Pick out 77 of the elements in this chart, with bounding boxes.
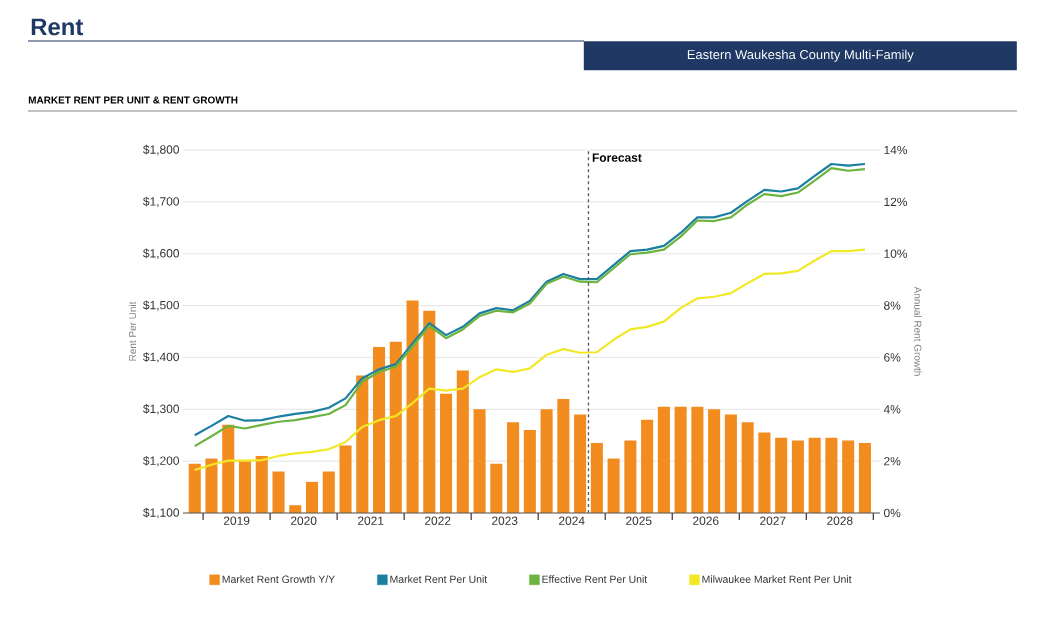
x-tick-label: 2020 [290,516,317,525]
bar [322,471,335,513]
bar [255,455,268,513]
bar [222,424,235,513]
legend-label: Milwaukee Market Rent Per Unit [702,575,852,583]
y-tick-label: $1,500 [143,300,180,311]
x-tick-label: 2024 [559,516,585,525]
y-tick-label: $1,400 [143,352,180,363]
bar [238,461,252,513]
y-tick-label: $1,600 [143,248,180,259]
legend-label: Effective Rent Per Unit [542,575,648,583]
bar [373,347,386,513]
y-tick-label: $1,200 [143,455,180,467]
chart-subtitle: Eastern Waukesha County Multi-Family [687,49,914,62]
y2-tick-label: 6% [884,353,901,362]
bar [674,406,687,513]
y2-tick-label: 2% [884,456,901,466]
bar [691,406,704,513]
bar [389,341,402,513]
bar [708,409,721,513]
bar [657,406,670,513]
legend-label: Market Rent Per Unit [390,575,488,583]
bar [741,422,754,513]
bar [858,442,871,513]
bar [641,419,654,513]
bar [590,442,603,513]
bar [624,440,637,513]
bar [205,458,218,513]
line-series [193,248,867,472]
bar [842,440,855,513]
bar [540,409,553,513]
y-tick-label: $1,100 [143,507,180,519]
bar [557,398,570,513]
y2-tick-label: 0% [884,508,901,518]
x-tick-label: 2026 [693,516,719,525]
bar [423,310,436,513]
bar [724,414,737,513]
bar [305,481,319,513]
bar [440,393,453,513]
y-tick-label: $1,800 [143,144,180,156]
chart-title: Rent [31,18,84,36]
y2-tick-label: 4% [883,405,901,414]
x-tick-label: 2019 [223,516,250,525]
y2-tick-label: 14% [884,145,908,155]
text: MARKET RENT PER UNIT & RENT GROWTH [28,96,238,104]
y2-axis-title: Annual Rent Growth [914,286,922,376]
x-tick-label: 2022 [424,516,451,525]
y2-tick-label: 8% [884,301,901,310]
bar [758,432,771,513]
bar [775,437,788,513]
y-tick-label: $1,300 [143,404,180,415]
bar [272,471,285,513]
x-tick-label: 2021 [357,516,384,525]
x-tick-label: 2025 [626,516,652,525]
bar [825,437,838,513]
bar [456,370,469,513]
bar [523,430,536,513]
y2-tick-label: 10% [884,249,908,258]
legend-label: Market Rent Growth Y/Y [222,575,335,583]
x-tick-label: 2027 [760,516,786,525]
bar [791,440,804,513]
bar [356,375,369,513]
bar [574,414,587,513]
bar [406,300,419,513]
y-axis-title: Rent Per Unit [128,301,137,361]
bar [507,422,520,513]
y2-tick-label: 12% [884,197,908,207]
bar [188,463,201,513]
x-tick-label: 2023 [491,516,518,525]
bar [339,445,352,513]
bar [473,409,486,513]
y-tick-label: $1,700 [143,196,180,208]
bar [607,458,620,513]
bar [808,437,821,513]
ref-line-label: Forecast [592,153,642,162]
x-tick-label: 2028 [827,516,853,525]
bar [490,463,503,513]
